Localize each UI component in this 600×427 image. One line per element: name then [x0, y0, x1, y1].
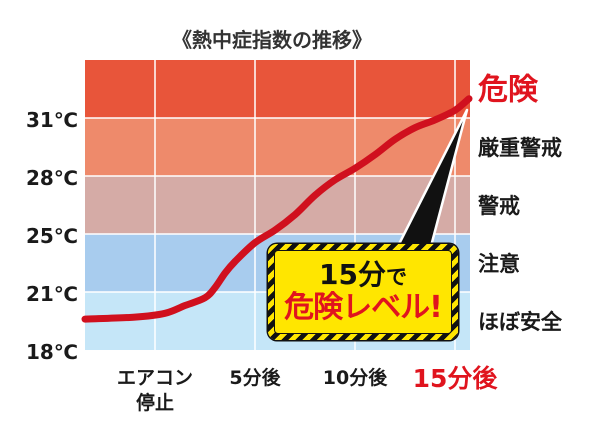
x-tick-label-line-0-1: 停止: [136, 391, 174, 414]
y-tick-label-4: 31℃: [26, 108, 78, 132]
x-axis-labels: エアコン停止 5分後 10分後 15分後: [117, 364, 498, 415]
zone-label-1: 厳重警戒: [478, 136, 562, 160]
x-tick-label-line-2-0: 10分後: [323, 366, 388, 389]
zone-label-4: ほぼ安全: [478, 310, 563, 334]
callout-box: 15分で 危険レベル!: [268, 244, 458, 340]
y-tick-label-3: 28℃: [26, 166, 78, 190]
zone-label-3: 注意: [478, 252, 520, 276]
x-tick-label-3: 15分後: [413, 364, 499, 393]
zone-band-1: [85, 118, 470, 176]
y-tick-label-2: 25℃: [26, 224, 78, 248]
zone-label-0: 危険: [478, 73, 539, 108]
callout-line1-suffix: で: [385, 264, 407, 289]
y-tick-label-0: 18℃: [26, 340, 78, 364]
x-tick-label-line-0-0: エアコン: [117, 367, 193, 389]
callout-inner: 15分で 危険レベル!: [274, 250, 452, 334]
y-axis-labels: 18℃ 21℃ 25℃ 28℃ 31℃: [26, 108, 78, 364]
x-tick-label-0: エアコン停止: [117, 367, 193, 414]
chart-title: 《熱中症指数の推移》: [172, 28, 372, 52]
x-tick-label-line-1-0: 5分後: [229, 366, 281, 389]
x-tick-label-1: 5分後: [229, 366, 281, 389]
y-tick-label-1: 21℃: [26, 282, 78, 306]
heat-index-curve: [81, 95, 473, 323]
callout-line1: 15分で: [319, 257, 407, 291]
callout-line1-main: 15分: [319, 257, 386, 291]
callout-line2: 危険レベル!: [284, 289, 443, 325]
x-tick-label-2: 10分後: [323, 366, 388, 389]
zone-label-2: 警戒: [477, 194, 520, 218]
zone-band-0: [85, 60, 470, 118]
x-tick-label-line-3-0: 15分後: [413, 364, 499, 393]
